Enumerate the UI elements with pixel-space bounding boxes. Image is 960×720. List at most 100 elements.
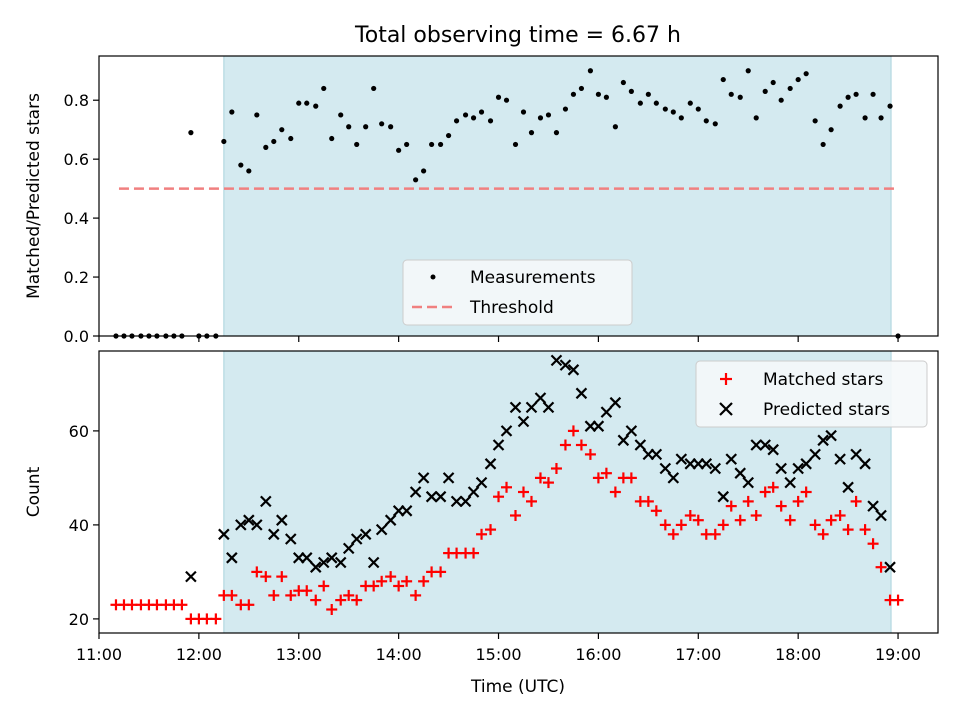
measurement-point — [820, 141, 826, 148]
matched-star-point — [310, 594, 322, 606]
predicted-star-point — [875, 509, 887, 522]
top-legend-box — [402, 259, 633, 326]
matched-star-point — [393, 580, 405, 592]
predicted-star-point — [784, 476, 796, 489]
measurement-point — [703, 118, 709, 124]
matched-star-point — [501, 481, 513, 493]
legend-predicted-label: Predicted stars — [763, 400, 890, 420]
predicted-star-point — [884, 561, 896, 573]
matched-star-point — [584, 448, 596, 460]
measurement-point — [512, 141, 519, 148]
measurement-point — [396, 147, 402, 153]
top-axes-frame — [98, 55, 939, 337]
measurement-point — [429, 141, 435, 148]
measurement-point — [313, 103, 319, 109]
xtick-label: 17:00 — [675, 645, 721, 664]
predicted-star-point — [750, 439, 762, 451]
bottom-panel: 20 40 60 11:00 12:00 13:00 14:00 15:00 16:00 17:… — [24, 350, 939, 697]
measurement-point — [421, 168, 427, 174]
measurement-point — [528, 130, 535, 136]
matched-star-point — [276, 571, 288, 583]
measurement-point — [770, 79, 776, 86]
measurement-point — [728, 91, 734, 97]
matched-star-point — [667, 528, 679, 540]
predicted-star-point — [325, 552, 338, 564]
top-y-axis-label: Matched/Predicted stars — [24, 93, 44, 299]
measurement-point — [828, 127, 834, 133]
matched-star-point — [517, 486, 529, 498]
matched-star-point — [800, 486, 812, 498]
predicted-star-point — [717, 490, 730, 503]
predicted-star-point — [484, 458, 497, 470]
x-axis-label: Time (UTC) — [470, 677, 565, 697]
predicted-star-point — [742, 476, 755, 489]
predicted-star-point — [450, 495, 463, 508]
measurement-point — [812, 118, 818, 124]
measurement-point — [221, 138, 227, 145]
measurement-point — [553, 130, 560, 136]
predicted-star-point — [400, 505, 413, 517]
matched-star-point — [859, 524, 871, 536]
measurement-point — [687, 100, 693, 106]
legend-predicted-marker — [719, 402, 733, 416]
predicted-star-point — [767, 443, 779, 456]
bottom-ytick-label: 60 — [69, 422, 89, 441]
matched-star-point — [210, 613, 222, 625]
xtick-label: 13:00 — [276, 645, 322, 664]
measurement-point — [603, 94, 609, 100]
matched-star-point — [351, 594, 363, 606]
predicted-star-point — [467, 486, 480, 498]
predicted-star-point — [235, 519, 247, 531]
measurement-point — [678, 115, 684, 121]
matched-star-point — [326, 604, 338, 615]
bottom-ytick-label: 20 — [69, 610, 89, 629]
measurement-point — [304, 100, 310, 106]
measurement-point — [188, 130, 194, 136]
measurement-point — [645, 91, 651, 97]
predicted-star-point — [700, 458, 713, 470]
matched-star-point — [410, 589, 422, 601]
measurement-point — [595, 91, 602, 97]
measurement-point — [695, 106, 701, 112]
predicted-star-point — [434, 490, 447, 503]
predicted-star-point — [859, 458, 871, 470]
matched-star-point — [567, 425, 579, 437]
matched-star-point — [742, 495, 754, 507]
predicted-star-point — [667, 472, 680, 484]
measurement-point — [263, 144, 269, 150]
measurement-point — [487, 118, 494, 124]
predicted-star-point — [417, 472, 430, 484]
matched-star-point — [534, 472, 546, 484]
matched-star-point — [867, 538, 879, 550]
matched-star-point — [659, 519, 671, 531]
predicted-star-point — [309, 561, 322, 573]
matched-star-point — [251, 566, 263, 578]
predicted-star-point — [342, 542, 355, 555]
measurement-point — [853, 91, 859, 97]
predicted-star-point — [284, 533, 297, 545]
measurement-point — [545, 112, 552, 118]
predicted-star-point — [226, 552, 238, 564]
measurement-point — [628, 88, 634, 94]
predicted-star-point — [359, 528, 372, 541]
measurement-point — [612, 124, 618, 130]
top-ytick-label: 0.0 — [64, 327, 89, 346]
predicted-star-point — [185, 570, 197, 583]
predicted-star-point — [459, 495, 472, 508]
matched-star-point — [784, 514, 796, 526]
measurement-point — [453, 118, 460, 124]
predicted-star-point — [334, 556, 347, 569]
measurement-point — [862, 115, 868, 121]
legend-measurements-marker — [430, 274, 436, 280]
matched-star-point — [542, 477, 554, 489]
matched-star-point — [226, 589, 238, 601]
predicted-star-point — [800, 458, 812, 470]
matched-star-point — [709, 528, 721, 540]
measurement-point — [720, 76, 726, 83]
matched-star-point — [817, 528, 829, 540]
measurement-point — [404, 141, 410, 148]
top-legend: Measurements Threshold — [402, 259, 633, 326]
matched-star-point — [892, 594, 904, 606]
matched-star-point — [625, 472, 637, 484]
predicted-star-point — [725, 453, 738, 465]
